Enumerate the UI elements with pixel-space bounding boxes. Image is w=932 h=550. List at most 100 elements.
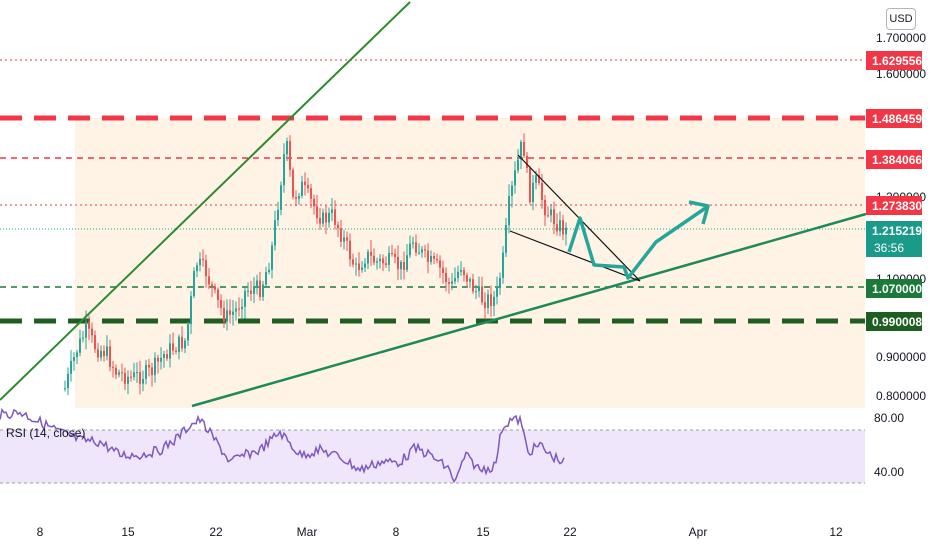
rsi-upper-tick: 80.00 — [874, 411, 904, 425]
candle-body — [100, 350, 102, 358]
time-tick: Apr — [689, 525, 708, 539]
candle-body — [262, 284, 264, 297]
candle-body — [256, 280, 258, 288]
candle-body — [76, 352, 78, 358]
candle-body — [553, 209, 555, 225]
candle-body — [268, 269, 270, 272]
level-label: 1.486459 — [866, 109, 922, 128]
time-tick: Mar — [297, 525, 318, 539]
candle-body — [205, 260, 207, 277]
candle-body — [94, 335, 96, 350]
candle-body — [556, 224, 558, 232]
candle-body — [394, 253, 396, 257]
candle-body — [343, 237, 345, 242]
candle-body — [130, 376, 132, 378]
candle-body — [427, 250, 429, 262]
candle-body — [298, 195, 300, 199]
candle-body — [154, 357, 156, 375]
candle-body — [334, 209, 336, 225]
candle-body — [118, 372, 120, 375]
candle-body — [481, 286, 483, 303]
candle-body — [280, 185, 282, 210]
candle-body — [277, 209, 279, 221]
candle-body — [391, 253, 393, 255]
candle-body — [286, 141, 288, 155]
candle-body — [442, 267, 444, 273]
price-tick: 1.600000 — [876, 67, 926, 81]
time-tick: 12 — [829, 525, 843, 539]
level-label: 1.070000 — [866, 279, 922, 298]
candle-body — [136, 372, 138, 374]
candle-body — [367, 251, 369, 264]
candle-body — [220, 300, 222, 308]
candle-body — [235, 308, 237, 312]
ascending-channel-line — [0, 1, 411, 401]
candle-body — [526, 155, 528, 168]
candle-body — [421, 249, 423, 253]
candle-body — [238, 308, 240, 310]
candle-body — [436, 258, 438, 261]
candle-body — [484, 302, 486, 309]
candle-body — [469, 279, 471, 282]
candle-body — [475, 291, 477, 293]
support-trendline — [191, 212, 867, 408]
candle-body — [550, 209, 552, 216]
candle-body — [313, 198, 315, 207]
candle-body — [250, 290, 252, 294]
candle-body — [355, 263, 357, 265]
candle-body — [508, 196, 510, 226]
candle-body — [124, 372, 126, 384]
candle-body — [187, 324, 189, 341]
candle-body — [511, 185, 513, 197]
time-tick: 22 — [563, 525, 577, 539]
price-tick: 0.900000 — [876, 350, 926, 364]
candle-body — [370, 251, 372, 256]
candle-body — [112, 366, 114, 368]
candle-body — [163, 354, 165, 358]
candle-body — [91, 328, 93, 336]
candle-body — [67, 373, 69, 389]
candle-body — [70, 360, 72, 374]
candle-body — [463, 270, 465, 276]
candle-body — [514, 170, 516, 186]
candle-body — [199, 258, 201, 266]
candle-body — [505, 225, 507, 253]
candle-body — [79, 338, 81, 353]
candle-body — [520, 141, 522, 160]
candle-body — [346, 237, 348, 241]
candle-body — [148, 364, 150, 368]
candle-body — [304, 181, 306, 185]
candle-body — [529, 167, 531, 203]
candle-body — [316, 206, 318, 218]
candle-body — [385, 263, 387, 265]
candle-body — [172, 343, 174, 351]
candle-body — [466, 275, 468, 282]
candle-body — [397, 256, 399, 270]
candle-body — [178, 336, 180, 352]
candle-body — [451, 281, 453, 284]
svg-text:1.070000: 1.070000 — [872, 282, 922, 296]
candle-body — [229, 310, 231, 315]
candle-body — [88, 321, 90, 329]
candle-body — [106, 346, 108, 357]
candle-body — [412, 242, 414, 244]
candle-body — [487, 294, 489, 309]
time-tick: 8 — [37, 525, 44, 539]
candle-body — [523, 141, 525, 156]
candle-body — [151, 367, 153, 375]
candle-body — [361, 267, 363, 271]
currency-label[interactable]: USD — [886, 8, 916, 30]
candle-body — [499, 277, 501, 287]
candle-body — [232, 311, 234, 315]
candle-body — [223, 307, 225, 322]
candle-body — [409, 243, 411, 256]
candle-body — [337, 224, 339, 229]
candle-body — [97, 349, 99, 358]
candle-body — [307, 184, 309, 189]
candle-body — [439, 260, 441, 268]
candle-body — [142, 378, 144, 384]
candle-body — [325, 212, 327, 223]
time-tick: 22 — [209, 525, 223, 539]
rsi-line — [0, 407, 565, 484]
candle-body — [457, 271, 459, 279]
